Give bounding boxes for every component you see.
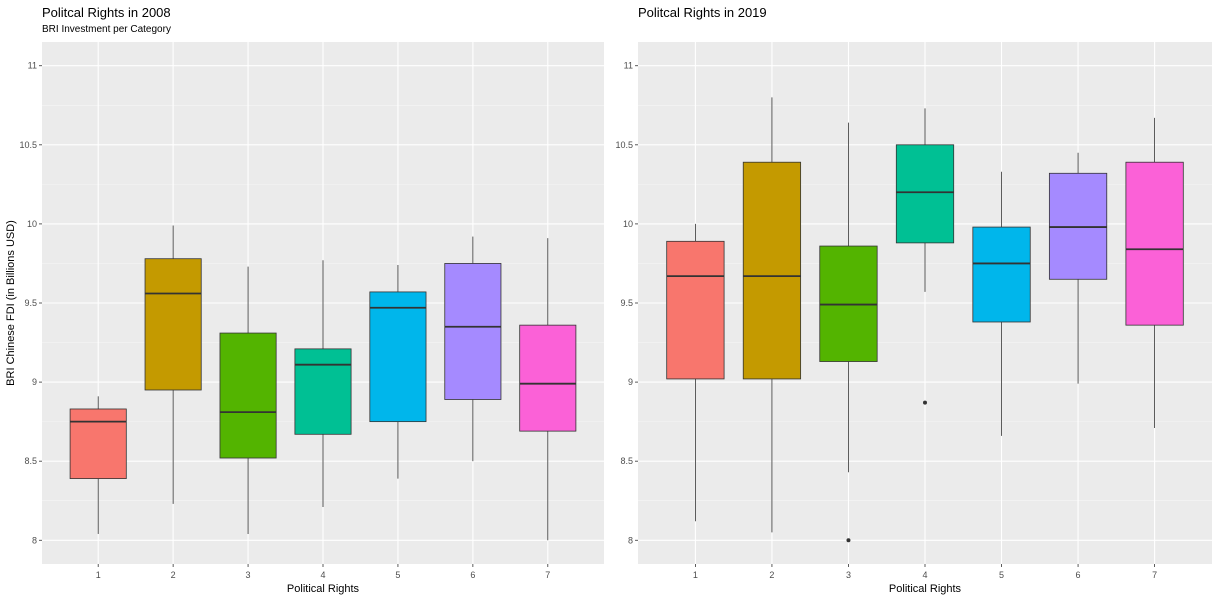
x-tick-label: 1 (693, 570, 698, 580)
box-3 (219, 266, 277, 534)
box-iqr (666, 240, 725, 380)
x-tick-label: 6 (470, 570, 475, 580)
box-5 (369, 265, 427, 479)
x-axis-title: Political Rights (889, 583, 962, 595)
x-tick-label: 3 (846, 570, 851, 580)
box-iqr (972, 226, 1031, 323)
box-6 (444, 236, 502, 462)
x-tick-label: 2 (769, 570, 774, 580)
x-tick-label: 3 (246, 570, 251, 580)
y-tick-label: 8 (32, 535, 37, 545)
box-7 (1125, 117, 1184, 428)
box-iqr (895, 144, 955, 244)
box-6 (1048, 152, 1108, 384)
y-tick-label: 8.5 (24, 456, 37, 466)
box-5 (972, 171, 1031, 436)
box-iqr (69, 408, 127, 479)
chart-title-2019: Politcal Rights in 2019 (638, 5, 767, 20)
box-7 (519, 238, 577, 541)
box-iqr (144, 258, 202, 391)
box-2 (742, 97, 802, 533)
chart-title-2008: Politcal Rights in 2008 (42, 5, 171, 20)
y-tick-label: 11 (28, 61, 37, 71)
y-tick-label: 11 (624, 61, 633, 71)
y-tick-label: 9.5 (620, 298, 633, 308)
x-tick-label: 4 (922, 570, 927, 580)
outlier-point (846, 538, 851, 543)
x-tick-label: 7 (1152, 570, 1157, 580)
box-1 (666, 223, 725, 522)
box-4 (895, 108, 955, 405)
y-tick-label: 8 (628, 535, 633, 545)
box-3 (819, 122, 878, 543)
box-1 (69, 396, 127, 534)
box-iqr (1125, 161, 1184, 326)
y-tick-label: 9 (32, 377, 37, 387)
box-iqr (444, 263, 502, 400)
box-iqr (294, 348, 352, 435)
y-tick-label: 10 (623, 219, 633, 229)
y-tick-label: 9 (628, 377, 633, 387)
x-tick-label: 5 (999, 570, 1004, 580)
x-tick-label: 6 (1076, 570, 1081, 580)
chart-subtitle-2008: BRI Investment per Category (42, 24, 171, 35)
y-tick-label: 10 (27, 219, 37, 229)
y-tick-label: 10.5 (19, 140, 37, 150)
y-tick-label: 9.5 (24, 298, 37, 308)
x-tick-label: 2 (171, 570, 176, 580)
x-tick-label: 1 (96, 570, 101, 580)
x-axis-title: Political Rights (287, 583, 360, 595)
box-2 (144, 225, 202, 504)
box-iqr (742, 161, 802, 380)
x-tick-label: 4 (320, 570, 325, 580)
x-tick-label: 7 (545, 570, 550, 580)
box-4 (294, 260, 352, 508)
box-iqr (519, 324, 577, 432)
y-tick-label: 10.5 (615, 140, 633, 150)
outlier-point (923, 400, 927, 405)
box-iqr (369, 291, 427, 423)
box-iqr (219, 332, 277, 459)
x-tick-label: 5 (395, 570, 400, 580)
y-axis-title: BRI Chinese FDI (in Billions USD) (5, 220, 17, 386)
y-tick-label: 8.5 (620, 456, 633, 466)
